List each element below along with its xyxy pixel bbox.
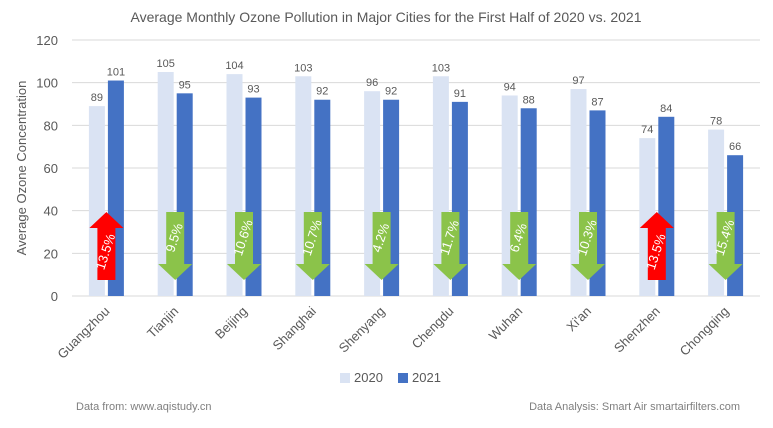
data-label-2021: 92 (385, 86, 397, 98)
y-tick-label: 0 (51, 289, 58, 304)
category-label: Shenyang (336, 304, 388, 356)
chart-title: Average Monthly Ozone Pollution in Major… (131, 9, 642, 25)
legend: 2020 2021 (340, 370, 441, 385)
decrease-arrow-icon (364, 212, 399, 280)
category-label: Shanghai (269, 303, 319, 353)
category-label: Guangzhou (54, 304, 112, 362)
data-label-2021: 95 (179, 79, 191, 91)
y-tick-label: 120 (36, 33, 58, 48)
data-label-2021: 84 (660, 103, 672, 115)
y-tick-label: 100 (36, 76, 58, 91)
y-tick-label: 20 (44, 246, 58, 261)
data-label-2020: 74 (641, 124, 653, 136)
decrease-arrow-icon (433, 212, 468, 280)
increase-arrow-icon (89, 212, 124, 280)
decrease-arrow-icon (571, 212, 605, 280)
data-label-2020: 105 (157, 58, 175, 70)
legend-swatch (340, 373, 350, 383)
footer-source: Data from: www.aqistudy.cn (76, 401, 212, 413)
data-label-2020: 104 (225, 60, 243, 72)
category-label: Tianjin (144, 304, 181, 341)
data-label-2020: 103 (294, 62, 312, 74)
y-tick-label: 40 (44, 204, 58, 219)
increase-arrow-icon (639, 212, 674, 280)
data-label-2021: 92 (316, 86, 328, 98)
categories-layer: Guangzhou Tianjin Beijing Shanghai Shenyang C… (54, 303, 731, 361)
data-label-2021: 91 (454, 88, 466, 100)
data-label-2020: 94 (504, 81, 516, 93)
data-label-2021: 66 (729, 141, 741, 153)
decrease-arrow-icon (502, 212, 537, 280)
decrease-arrow-icon (158, 212, 193, 280)
data-label-2020: 97 (572, 75, 584, 87)
data-label-2020: 89 (91, 92, 103, 104)
data-label-2020: 96 (366, 77, 378, 89)
data-label-2021: 101 (107, 67, 125, 79)
category-label: Chengdu (409, 304, 457, 352)
footer-analysis: Data Analysis: Smart Air smartairfilters… (529, 401, 740, 413)
data-label-2021: 88 (523, 94, 535, 106)
y-axis-label: Average Ozone Concentration (14, 81, 29, 256)
data-label-2020: 78 (710, 116, 722, 128)
legend-label: 2020 (354, 370, 383, 385)
category-label: Xi'an (563, 304, 594, 335)
category-label: Shenzhen (611, 304, 663, 356)
data-label-2020: 103 (432, 62, 450, 74)
category-label: Wuhan (486, 304, 526, 344)
decrease-arrow-icon (227, 212, 261, 280)
legend-label: 2021 (412, 370, 441, 385)
decrease-arrow-icon (708, 212, 743, 280)
data-label-2021: 87 (591, 96, 603, 108)
category-label: Chongqing (677, 304, 732, 359)
category-label: Beijing (212, 304, 250, 342)
y-tick-label: 80 (44, 118, 58, 133)
legend-swatch (398, 373, 408, 383)
decrease-arrow-icon (295, 212, 330, 280)
labels-layer: 89 101 105 95 104 93 103 92 96 92 103 91 94 88 97 87 74 8… (91, 58, 741, 153)
data-label-2021: 93 (247, 84, 259, 96)
y-tick-label: 60 (44, 161, 58, 176)
